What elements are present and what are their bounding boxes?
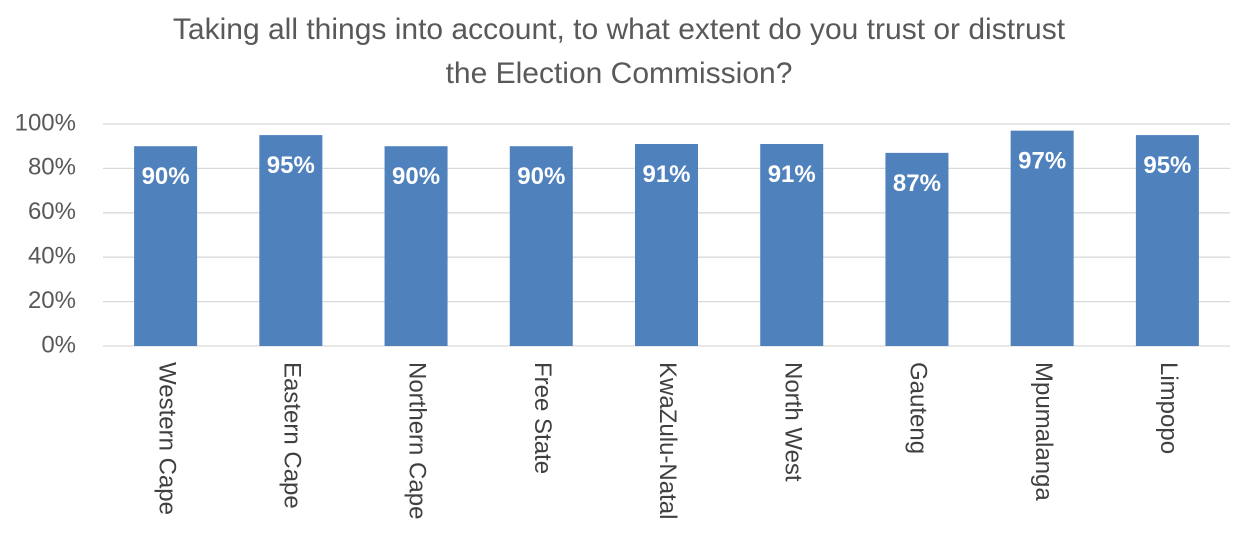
bar	[259, 135, 323, 346]
bar	[760, 143, 824, 346]
data-label: 91%	[768, 161, 816, 188]
data-label: 91%	[642, 161, 690, 188]
x-axis-ticks: Western Cape Eastern Cape Northern Cape Fre…	[153, 362, 1182, 519]
data-label: 90%	[392, 163, 440, 190]
bar	[1135, 135, 1199, 346]
x-tick-label: Free State	[529, 362, 556, 474]
chart-title: Taking all things into account, to what …	[0, 8, 1238, 96]
x-tick-label: Western Cape	[153, 362, 180, 515]
data-label: 95%	[1143, 152, 1191, 179]
data-label: 95%	[267, 152, 315, 179]
y-tick-label: 60%	[28, 198, 76, 225]
bar	[635, 143, 698, 346]
x-tick-label: KwaZulu-Natal	[654, 362, 681, 519]
bars	[134, 130, 1199, 346]
y-tick-label: 20%	[28, 287, 76, 314]
data-label: 90%	[517, 163, 565, 190]
y-tick-label: 100%	[15, 109, 76, 136]
bar	[885, 152, 949, 346]
bar	[384, 146, 448, 346]
bar	[1010, 130, 1074, 346]
data-label: 87%	[893, 170, 941, 197]
x-tick-label: North West	[779, 362, 806, 482]
data-label: 90%	[142, 163, 190, 190]
bar	[134, 146, 198, 346]
x-tick-label: Limpopo	[1155, 362, 1182, 454]
chart-title-line-1: Taking all things into account, to what …	[172, 13, 1066, 46]
x-tick-label: Mpumalanga	[1030, 362, 1057, 501]
y-tick-label: 0%	[41, 331, 76, 358]
x-tick-label: Eastern Cape	[278, 362, 305, 509]
chart-title-line-2: the Election Commission?	[445, 57, 793, 90]
y-tick-label: 80%	[28, 154, 76, 181]
x-tick-label: Northern Cape	[404, 362, 431, 519]
bar	[509, 146, 573, 346]
y-axis-ticks: 0% 20% 40% 60% 80% 100%	[15, 109, 76, 358]
x-tick-label: Gauteng	[905, 362, 932, 454]
data-labels: 90% 95% 90% 90% 91% 91% 87% 97% 95%	[142, 148, 1192, 197]
data-label: 97%	[1018, 148, 1066, 175]
y-tick-label: 40%	[28, 243, 76, 270]
